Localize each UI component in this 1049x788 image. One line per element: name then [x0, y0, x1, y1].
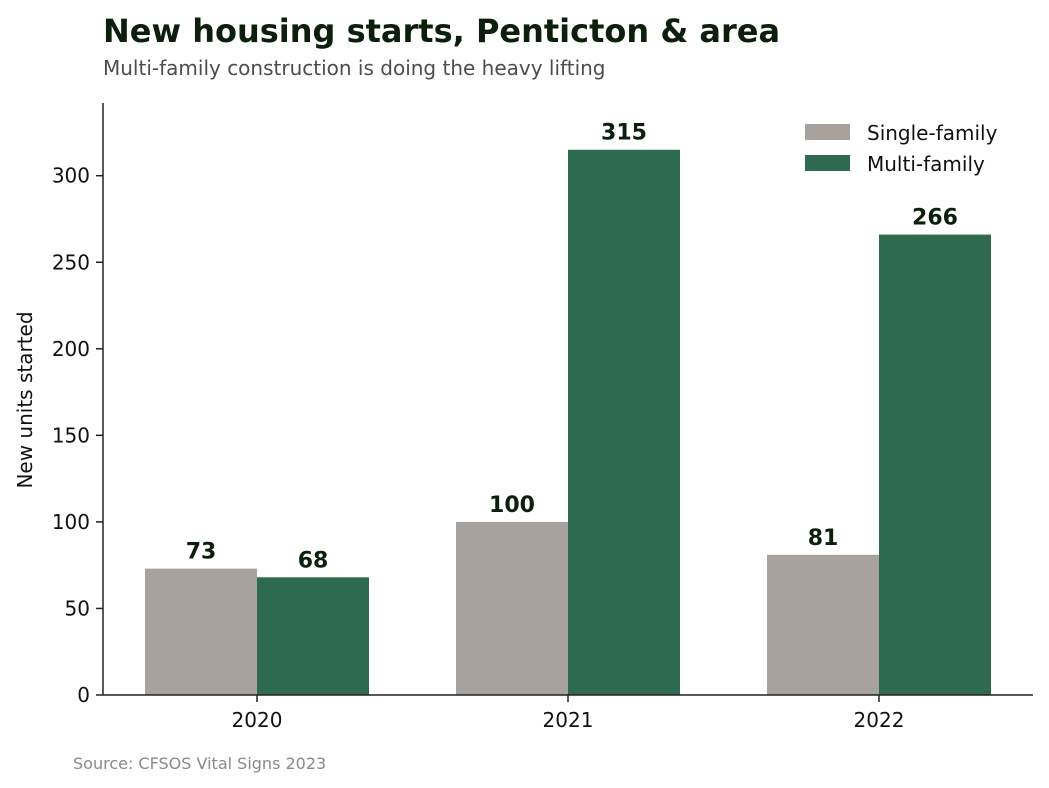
- bar-single-family-2021: [456, 521, 568, 695]
- bar-label-single-family-2022: 81: [808, 526, 839, 551]
- legend-swatch-single-family: [805, 124, 850, 140]
- bar-single-family-2020: [145, 568, 257, 695]
- legend-label-multi-family: Multi-family: [867, 152, 985, 176]
- y-tick-label-0: 0: [77, 683, 90, 707]
- legend-swatch-multi-family: [805, 155, 850, 171]
- source-note: Source: CFSOS Vital Signs 2023: [73, 754, 326, 773]
- y-axis-label: New units started: [13, 311, 37, 488]
- bar-label-multi-family-2021: 315: [601, 121, 647, 146]
- bar-label-multi-family-2020: 68: [298, 548, 329, 573]
- legend-label-single-family: Single-family: [867, 121, 998, 145]
- bar-multi-family-2020: [257, 577, 369, 695]
- bar-multi-family-2021: [568, 149, 680, 696]
- y-tick-label-250: 250: [52, 250, 90, 274]
- chart-subtitle: Multi-family construction is doing the h…: [103, 56, 606, 80]
- bar-label-single-family-2020: 73: [186, 540, 217, 565]
- bar-single-family-2022: [767, 554, 879, 695]
- bar-label-multi-family-2022: 266: [912, 206, 958, 231]
- x-tick-label-2020: 2020: [232, 708, 283, 732]
- x-ticks-group: 2020 2021 2022: [232, 695, 905, 732]
- y-tick-label-100: 100: [52, 510, 90, 534]
- legend: Single-family Multi-family: [805, 121, 998, 176]
- x-tick-label-2021: 2021: [543, 708, 594, 732]
- y-tick-label-300: 300: [52, 164, 90, 188]
- chart-title: New housing starts, Penticton & area: [103, 12, 780, 50]
- bar-labels-group: 73 68 100 315 81 266: [186, 121, 958, 574]
- y-tick-label-200: 200: [52, 337, 90, 361]
- y-tick-label-50: 50: [65, 596, 90, 620]
- bars-group: [145, 149, 991, 696]
- y-tick-label-150: 150: [52, 423, 90, 447]
- bar-multi-family-2022: [879, 234, 991, 696]
- bar-label-single-family-2021: 100: [489, 493, 535, 518]
- y-ticks-group: 0 50 100 150 200 250 300: [52, 164, 103, 707]
- x-tick-label-2022: 2022: [854, 708, 905, 732]
